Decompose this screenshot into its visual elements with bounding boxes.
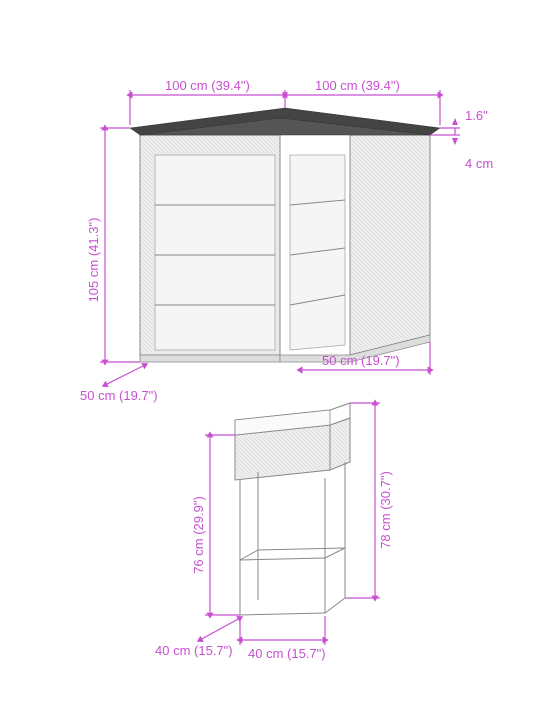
diagram-canvas: 100 cm (39.4") 100 cm (39.4") 105 cm (41… <box>0 0 540 720</box>
bar-table-drawing <box>130 108 440 362</box>
dim-bar-thick-small: 1.6" <box>465 108 488 123</box>
dim-bar-height: 105 cm (41.3") <box>86 218 101 303</box>
dim-bar-top-left: 100 cm (39.4") <box>165 78 250 93</box>
dim-stool-width: 40 cm (15.7") <box>248 646 326 661</box>
dim-bar-depth-left: 50 cm (19.7") <box>80 388 158 403</box>
dim-bar-depth-right: 50 cm (19.7") <box>322 353 400 368</box>
dim-stool-h-left: 76 cm (29.9") <box>191 496 206 574</box>
dim-bar-top-right: 100 cm (39.4") <box>315 78 400 93</box>
dim-bar-thick: 4 cm <box>465 156 493 171</box>
dim-stool-depth: 40 cm (15.7") <box>155 643 233 658</box>
dim-stool-h-right: 78 cm (30.7") <box>378 471 393 549</box>
stool-drawing <box>235 403 350 615</box>
